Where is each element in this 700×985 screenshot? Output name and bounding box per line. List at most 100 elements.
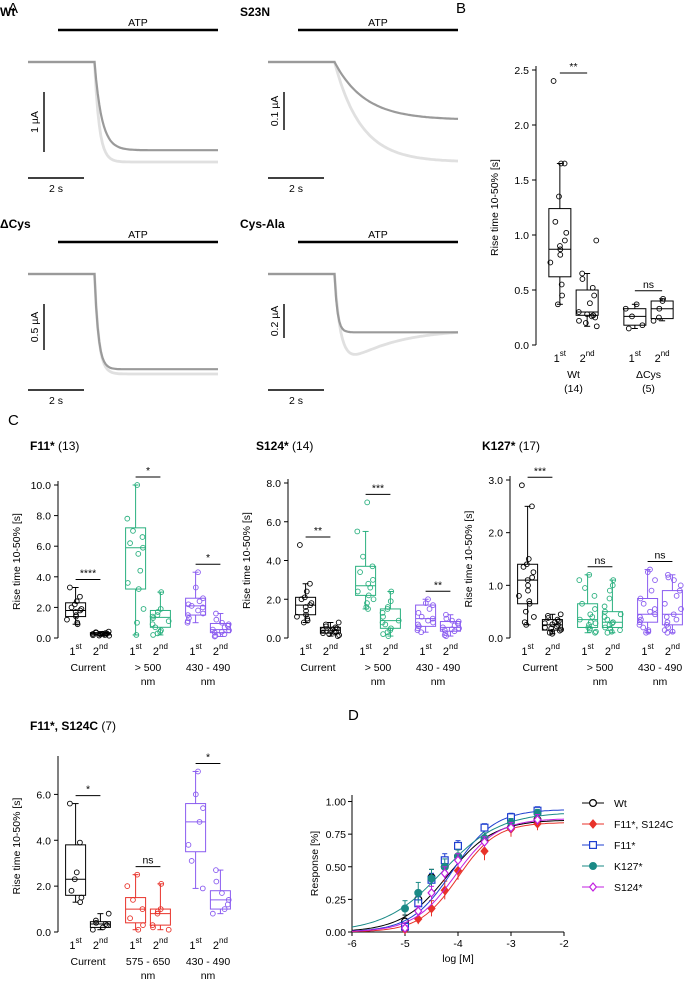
data-point [196, 819, 203, 825]
panel-label-c: C [8, 412, 19, 429]
data-point [370, 577, 376, 583]
data-point [221, 624, 228, 631]
y-tick-label: 6.0 [36, 541, 51, 553]
data-point [134, 482, 141, 488]
trace-second [28, 272, 218, 376]
data-point [582, 320, 589, 326]
group-1: 1st 2nd * > 500 nm [124, 465, 172, 688]
data-point [165, 618, 172, 625]
data-point [625, 325, 632, 332]
data-point [369, 563, 376, 570]
data-point [320, 630, 326, 637]
data-point [531, 614, 537, 620]
data-point [636, 621, 643, 628]
data-marker [453, 855, 463, 866]
data-point [134, 619, 140, 626]
data-point [557, 251, 564, 258]
group-label-unit: nm [593, 676, 608, 688]
box-label: 1st [521, 642, 534, 658]
data-point [579, 600, 585, 607]
data-marker [401, 904, 410, 913]
data-marker [533, 814, 542, 825]
y-tick-label: 8.0 [266, 478, 281, 490]
data-point [550, 78, 557, 84]
data-point [334, 633, 341, 639]
data-point [354, 588, 361, 595]
data-point [326, 631, 333, 637]
data-point [664, 619, 671, 626]
box-label: 2nd [153, 936, 168, 952]
y-tick-label: 0.0 [266, 633, 281, 645]
data-point [303, 608, 309, 614]
data-point [525, 556, 532, 562]
data-point [157, 606, 164, 612]
panel-c: 0.0 2.0 4.0 6.0 8.0 10.0 Rise time 10-50% [s] F… [11, 439, 684, 982]
significance-label: ** [434, 579, 442, 591]
data-point [604, 616, 611, 623]
data-point [127, 915, 133, 922]
legend-item-3: K127* [582, 861, 643, 873]
data-point [584, 311, 590, 318]
data-marker [506, 822, 516, 833]
box [125, 897, 147, 924]
data-point [302, 604, 309, 610]
data-marker [480, 846, 489, 857]
y-tick-label: 1.0 [514, 230, 529, 242]
trace-title: Wt [0, 5, 15, 19]
series-1 [351, 816, 565, 935]
data-point [195, 768, 201, 775]
box-label: 2nd [665, 642, 680, 658]
data-point [582, 585, 588, 591]
data-point [303, 611, 309, 618]
box-label: 2nd [580, 349, 595, 365]
data-marker [414, 906, 423, 917]
data-point [523, 621, 530, 628]
data-point [664, 629, 671, 636]
box-label: 2nd [605, 642, 620, 658]
trace-title: Cys-Ala [240, 217, 285, 231]
data-point [516, 593, 522, 599]
data-point [545, 615, 551, 621]
box-label: 1st [359, 642, 372, 658]
data-point [519, 482, 525, 489]
data-point [576, 317, 582, 324]
data-point [587, 300, 593, 307]
group-label-unit: nm [141, 676, 156, 688]
data-point [552, 218, 559, 225]
data-point [636, 619, 643, 626]
significance-label: ns [594, 555, 605, 567]
data-marker [400, 923, 410, 934]
data-point [335, 619, 342, 626]
data-point [89, 926, 96, 933]
data-point [456, 625, 462, 632]
group-0: 1st 2nd ** Current [294, 525, 342, 674]
trace-second [268, 60, 458, 163]
box-label: 2nd [213, 642, 228, 658]
data-point [64, 616, 70, 623]
boxplot-C4: 0.0 2.0 4.0 6.0 Rise time 10-50% [s] F11*, S1… [11, 719, 232, 982]
data-point [640, 600, 647, 607]
data-point [418, 613, 425, 620]
data-marker [414, 888, 423, 897]
data-point [395, 617, 402, 624]
group-label: Current [70, 956, 105, 968]
data-point [135, 550, 142, 557]
box [125, 527, 147, 590]
data-point [137, 567, 144, 574]
data-point [651, 606, 658, 612]
data-point [430, 602, 436, 608]
data-point [199, 604, 206, 611]
data-point [219, 619, 225, 626]
data-point [555, 621, 561, 628]
box-label: 1st [189, 936, 202, 952]
data-marker [427, 887, 436, 898]
data-point [336, 632, 342, 638]
chart-title: F11*, S124C (7) [30, 719, 116, 733]
box-label: 2nd [213, 936, 228, 952]
data-point [542, 624, 548, 631]
box-label: 2nd [655, 349, 670, 365]
data-point [563, 229, 570, 236]
y-tick-label: 2.0 [488, 528, 503, 540]
data-point [357, 569, 363, 575]
significance-label: * [86, 784, 90, 796]
